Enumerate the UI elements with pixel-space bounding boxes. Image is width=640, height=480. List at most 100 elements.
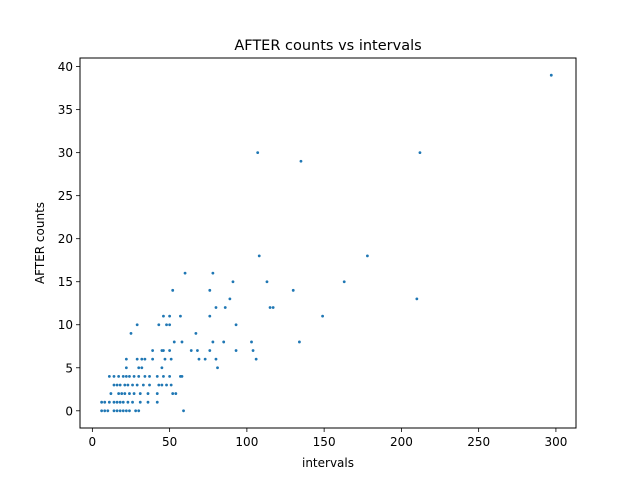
data-point <box>211 271 215 275</box>
data-point <box>222 340 226 344</box>
y-axis-label: AFTER counts <box>33 202 47 284</box>
data-point <box>155 400 159 404</box>
data-point <box>146 392 150 395</box>
data-point <box>137 366 141 370</box>
x-tick-label: 100 <box>235 435 258 449</box>
data-point <box>234 323 238 327</box>
data-point <box>112 400 116 404</box>
data-point <box>103 400 107 404</box>
y-tick-label: 0 <box>65 404 73 418</box>
data-point <box>160 366 164 370</box>
data-point <box>165 383 168 387</box>
data-point <box>157 323 161 327</box>
data-point <box>148 374 151 378</box>
x-axis-label: intervals <box>302 456 354 470</box>
data-point <box>203 357 207 361</box>
data-point <box>121 400 125 404</box>
data-point <box>137 374 141 378</box>
y-tick-label: 10 <box>58 318 73 332</box>
data-point <box>115 409 119 413</box>
data-point <box>112 383 116 387</box>
data-point <box>223 306 227 309</box>
data-point <box>140 357 144 361</box>
data-point <box>268 306 272 309</box>
data-point <box>171 392 175 395</box>
data-point <box>117 374 121 378</box>
data-point <box>121 374 125 378</box>
y-tick-label: 20 <box>58 232 73 246</box>
data-point <box>183 271 187 275</box>
data-point <box>115 383 119 387</box>
y-tick-label: 35 <box>58 103 73 117</box>
data-point <box>112 409 116 413</box>
data-point <box>118 400 122 404</box>
data-point <box>155 374 159 378</box>
data-point <box>169 357 173 361</box>
chart-title: AFTER counts vs intervals <box>234 38 421 54</box>
data-point <box>103 409 107 413</box>
data-point <box>126 400 130 404</box>
data-point <box>257 254 261 258</box>
x-tick-label: 0 <box>89 435 97 449</box>
data-point <box>112 374 116 378</box>
x-tick-label: 50 <box>162 435 177 449</box>
data-point <box>109 392 113 395</box>
data-point <box>135 357 139 361</box>
data-point <box>165 323 168 327</box>
data-point <box>254 357 258 361</box>
data-point <box>132 374 136 378</box>
data-point <box>298 340 301 344</box>
data-point <box>234 349 238 352</box>
data-point <box>208 288 212 292</box>
data-point <box>162 374 165 378</box>
data-point <box>265 280 269 284</box>
y-tick-label: 40 <box>58 60 73 74</box>
data-point <box>124 366 128 370</box>
data-point <box>214 306 218 309</box>
data-point <box>131 383 134 387</box>
x-tick-label: 200 <box>390 435 413 449</box>
data-point <box>137 409 141 413</box>
data-point <box>132 392 136 395</box>
y-tick-label: 5 <box>65 361 73 375</box>
data-point <box>135 383 139 387</box>
data-point <box>141 383 145 387</box>
y-axis-ticks: 0 5 10 15 20 25 30 35 40 <box>58 60 80 418</box>
data-point <box>162 314 165 318</box>
data-point <box>160 383 164 387</box>
data-point <box>197 357 201 361</box>
data-point <box>189 349 193 352</box>
x-tick-label: 250 <box>467 435 490 449</box>
data-point <box>155 392 159 395</box>
data-point <box>143 357 147 361</box>
data-point <box>256 151 260 155</box>
data-point <box>291 288 295 292</box>
data-point <box>160 349 164 352</box>
x-tick-label: 300 <box>544 435 567 449</box>
points-layer <box>100 73 553 413</box>
data-point <box>146 400 150 404</box>
data-point <box>168 323 172 327</box>
data-point <box>228 297 232 301</box>
data-point <box>134 409 138 413</box>
data-point <box>231 280 235 284</box>
data-point <box>138 400 142 404</box>
data-point <box>118 383 122 387</box>
data-point <box>214 357 218 361</box>
data-point <box>250 340 253 344</box>
data-point <box>124 357 128 361</box>
data-point <box>342 280 346 284</box>
data-point <box>415 297 419 301</box>
data-point <box>140 366 144 370</box>
data-point <box>168 374 172 378</box>
data-point <box>128 392 131 395</box>
data-point <box>216 366 219 370</box>
data-point <box>163 357 167 361</box>
plot-frame <box>79 57 577 429</box>
data-point <box>172 340 176 344</box>
data-point <box>121 409 125 413</box>
data-point <box>211 340 215 344</box>
data-point <box>194 331 198 335</box>
data-point <box>299 159 303 163</box>
